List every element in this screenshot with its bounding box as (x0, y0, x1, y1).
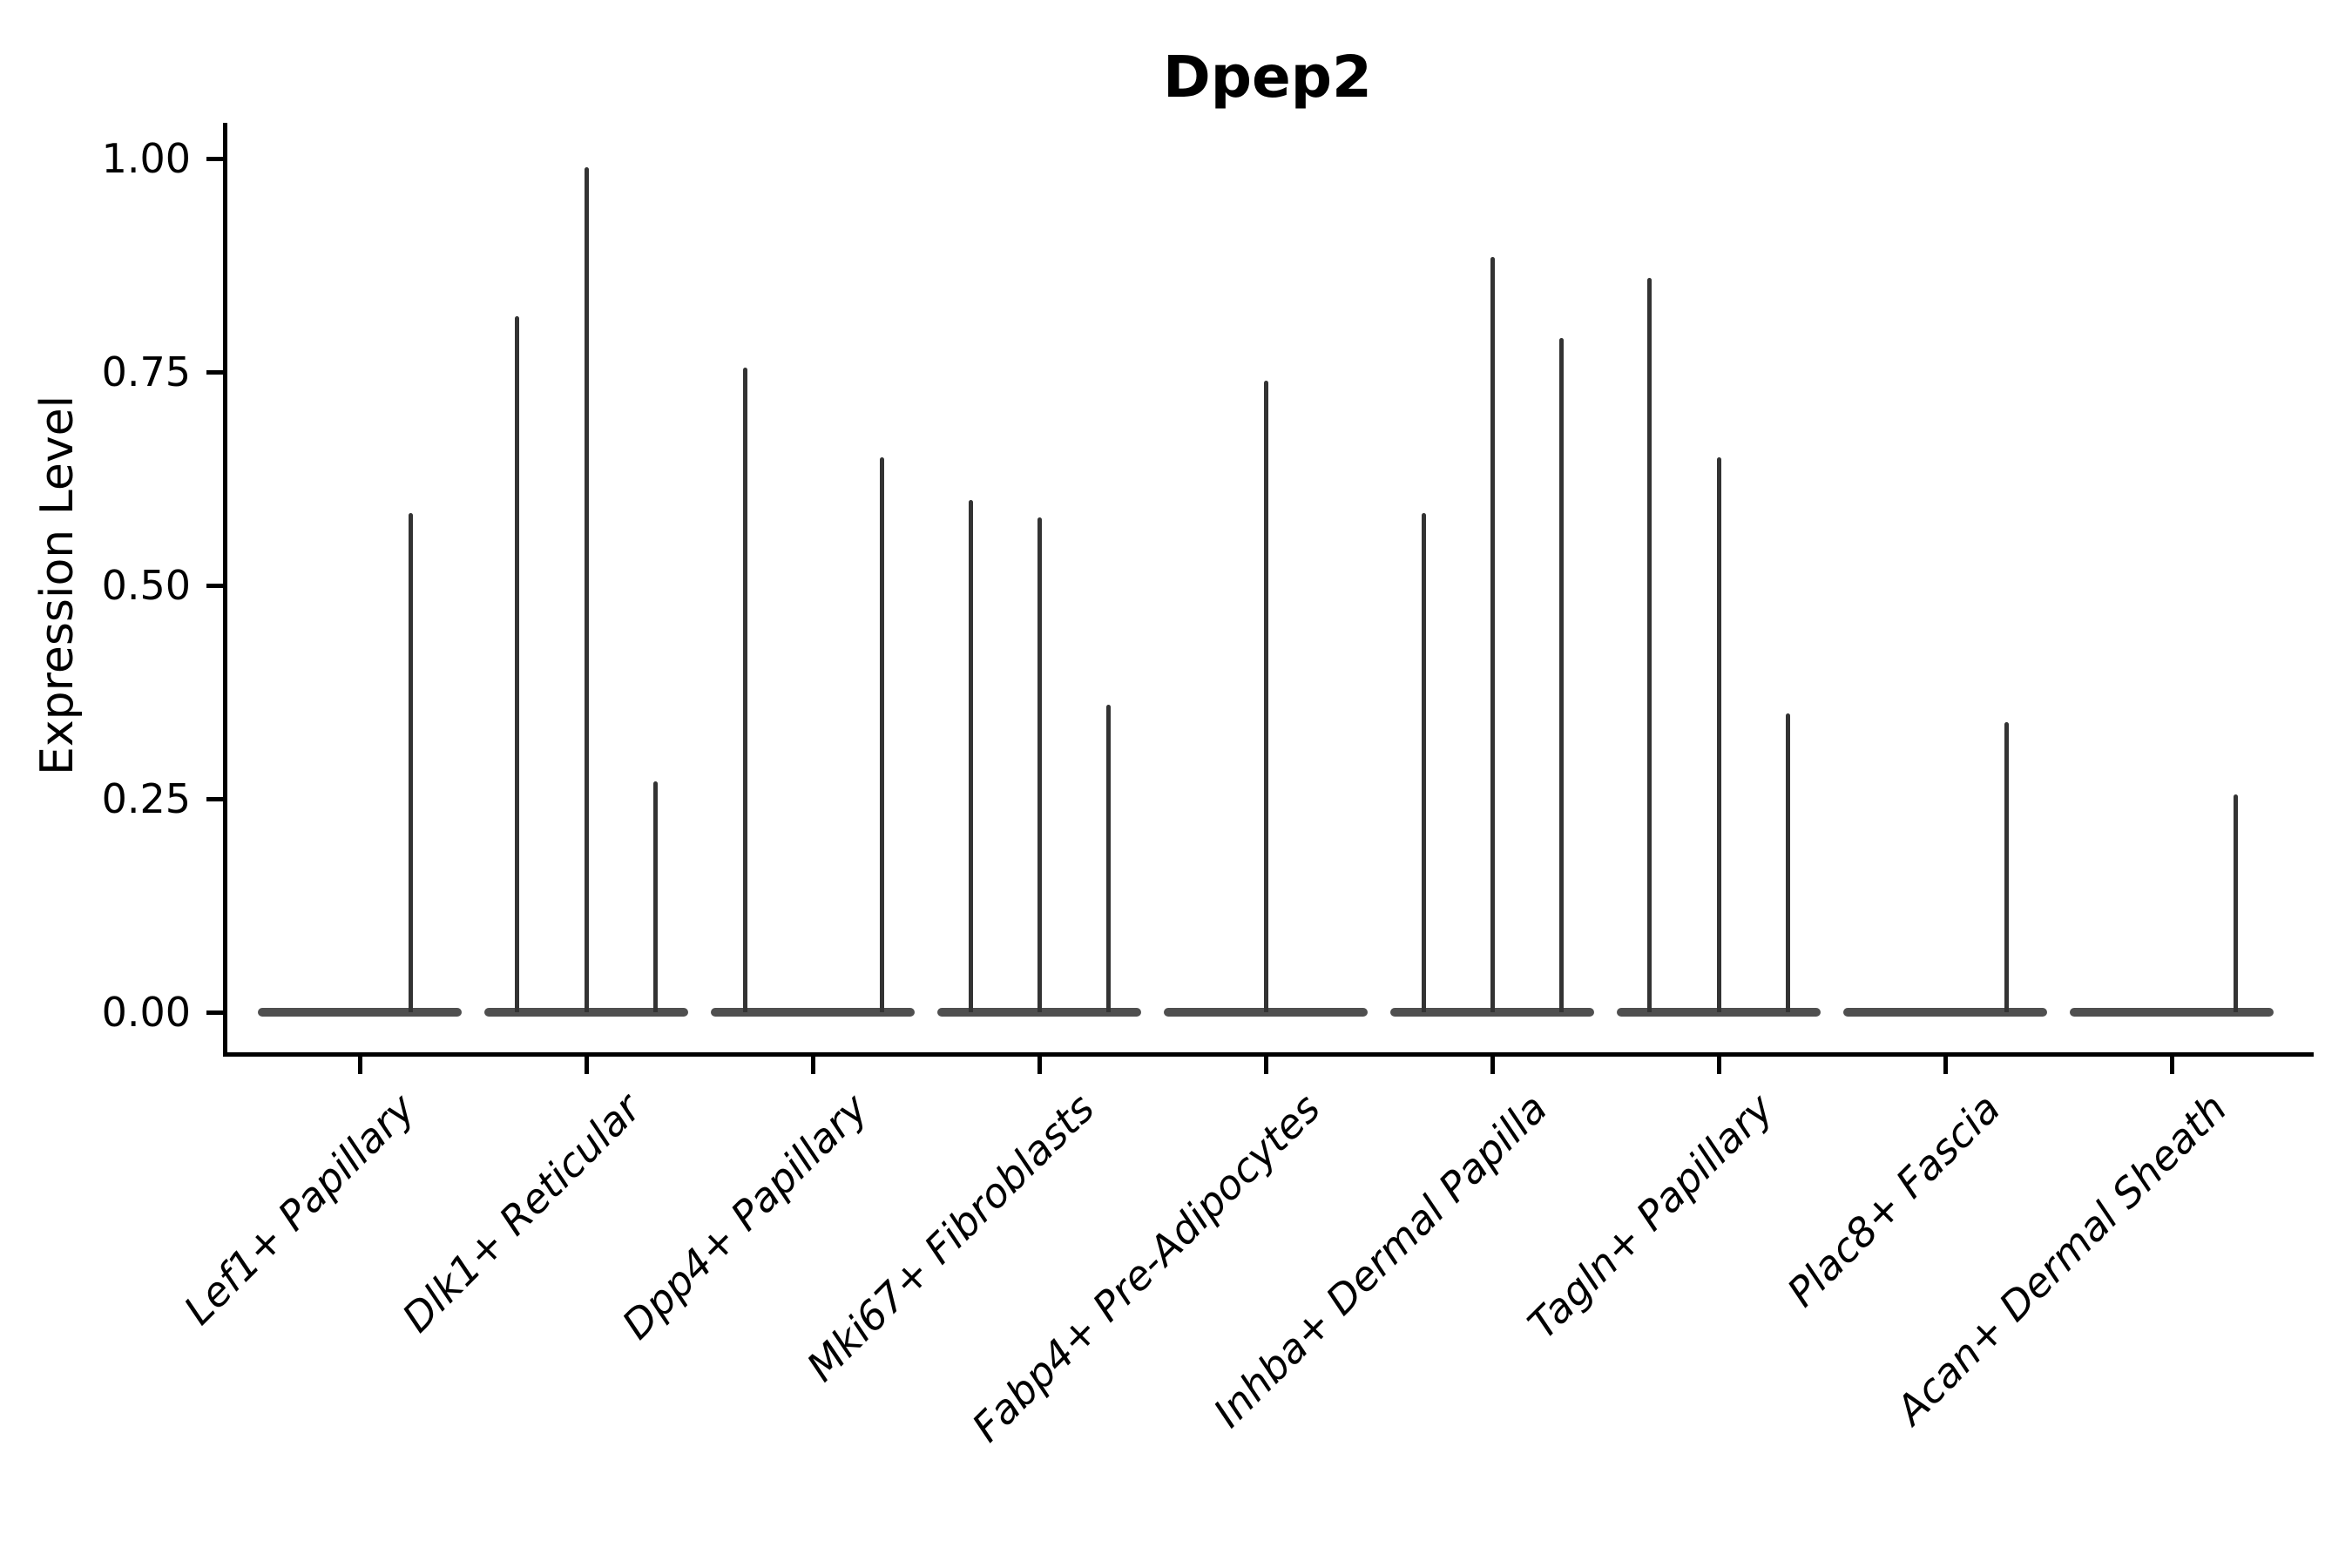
y-tick (206, 1010, 224, 1015)
x-tick (1037, 1057, 1042, 1074)
violin-spike (584, 166, 589, 1012)
y-tick (206, 370, 224, 375)
violin-spike (653, 781, 659, 1012)
x-tick (1717, 1057, 1721, 1074)
x-axis-spine (223, 1052, 2314, 1057)
violin-spike (514, 316, 519, 1012)
violin-base (1390, 1008, 1594, 1017)
x-tick (585, 1057, 589, 1074)
violin-spike (1037, 517, 1042, 1012)
y-tick (206, 584, 224, 588)
x-tick (1490, 1057, 1495, 1074)
y-tick (206, 157, 224, 161)
x-tick (1943, 1057, 1948, 1074)
violin-spike (1716, 457, 1721, 1012)
chart-title: Dpep2 (1163, 44, 1372, 111)
violin-base (1164, 1008, 1368, 1017)
y-tick-label: 0.75 (101, 348, 191, 395)
violin-spike (1559, 337, 1565, 1012)
x-tick (811, 1057, 815, 1074)
violin-base (1843, 1008, 2047, 1017)
violin-spike (2004, 721, 2009, 1012)
y-tick-label: 0.00 (101, 989, 191, 1036)
violin-spike (1646, 278, 1652, 1012)
violin-base (484, 1008, 688, 1017)
violin-spike (743, 368, 748, 1012)
violin-base (937, 1008, 1141, 1017)
y-tick-label: 0.25 (101, 775, 191, 822)
violin-spike (1422, 512, 1427, 1012)
y-axis-spine (223, 123, 227, 1057)
violin-base (711, 1008, 915, 1017)
violin-spike (1263, 380, 1268, 1012)
x-tick-label: Plac8+ Fascia (1777, 1085, 2010, 1316)
x-tick-label: Dpp4+ Papillary (612, 1085, 877, 1348)
x-tick-label: Lef1+ Papillary (174, 1085, 424, 1334)
x-tick (1264, 1057, 1268, 1074)
violin-spike (1106, 705, 1112, 1012)
violin-spike (880, 457, 885, 1012)
violin-base (258, 1008, 462, 1017)
violin-spike (409, 512, 413, 1012)
x-tick (2170, 1057, 2174, 1074)
x-tick-label: Tagln+ Papillary (1518, 1085, 1783, 1348)
violin-spike (2234, 794, 2239, 1012)
violin-spike (969, 500, 974, 1012)
y-tick-label: 1.00 (101, 135, 191, 182)
y-tick (206, 797, 224, 801)
x-tick (358, 1057, 362, 1074)
violin-base (1617, 1008, 1821, 1017)
violin-spike (1490, 256, 1495, 1012)
violin-base (2070, 1008, 2274, 1017)
x-tick-label: Dlk1+ Reticular (393, 1085, 651, 1342)
y-tick-label: 0.50 (101, 562, 191, 609)
violin-spike (1786, 713, 1791, 1012)
